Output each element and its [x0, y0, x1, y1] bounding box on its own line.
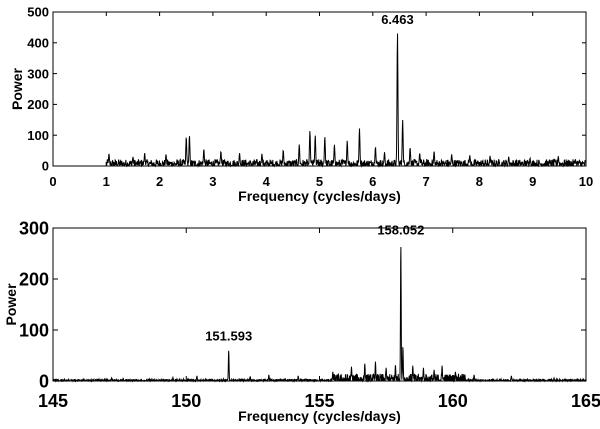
x-tick-label-1-0: 0 — [49, 174, 56, 189]
peak-label-2-1: 158.052 — [377, 222, 424, 237]
x-tick-label-1-6: 6 — [369, 174, 376, 189]
y-tick-label-2-100: 100 — [19, 320, 49, 340]
x-tick-label-1-9: 9 — [529, 174, 536, 189]
x-tick-label-1-4: 4 — [263, 174, 271, 189]
y-tick-label-2-0: 0 — [39, 371, 49, 391]
y-axis-label-1: Power — [9, 67, 25, 110]
peak-label-1-0: 6.463 — [381, 12, 414, 27]
x-tick-label-2-145: 145 — [38, 391, 68, 411]
x-tick-label-2-160: 160 — [438, 391, 468, 411]
y-tick-label-2-200: 200 — [19, 269, 49, 289]
plot-frame-1 — [52, 11, 587, 167]
x-tick-label-1-2: 2 — [156, 174, 163, 189]
y-tick-label-2-300: 300 — [19, 218, 49, 238]
y-tick-label-1-500: 500 — [27, 5, 49, 20]
x-tick-label-1-8: 8 — [476, 174, 483, 189]
x-axis-label-1: Frequency (cycles/days) — [238, 188, 401, 204]
x-tick-label-1-10: 10 — [579, 174, 593, 189]
x-tick-label-2-150: 150 — [171, 391, 201, 411]
power-spectrum-line-2 — [52, 247, 587, 383]
x-tick-label-2-165: 165 — [571, 391, 600, 411]
x-tick-label-1-1: 1 — [103, 174, 110, 189]
y-tick-label-1-200: 200 — [27, 97, 49, 112]
plot-frame-2 — [52, 227, 587, 382]
x-tick-label-2-155: 155 — [304, 391, 334, 411]
y-tick-label-1-0: 0 — [42, 159, 49, 174]
peak-label-2-0: 151.593 — [205, 328, 252, 343]
x-tick-label-1-5: 5 — [316, 174, 323, 189]
y-tick-label-1-100: 100 — [27, 128, 49, 143]
x-tick-label-1-3: 3 — [209, 174, 216, 189]
x-axis-label-2: Frequency (cycles/days) — [238, 408, 401, 424]
y-tick-label-1-300: 300 — [27, 66, 49, 81]
y-tick-label-1-400: 400 — [27, 35, 49, 50]
power-spectrum-line-1 — [53, 33, 587, 168]
x-tick-label-1-7: 7 — [422, 174, 429, 189]
y-axis-label-2: Power — [3, 283, 19, 326]
